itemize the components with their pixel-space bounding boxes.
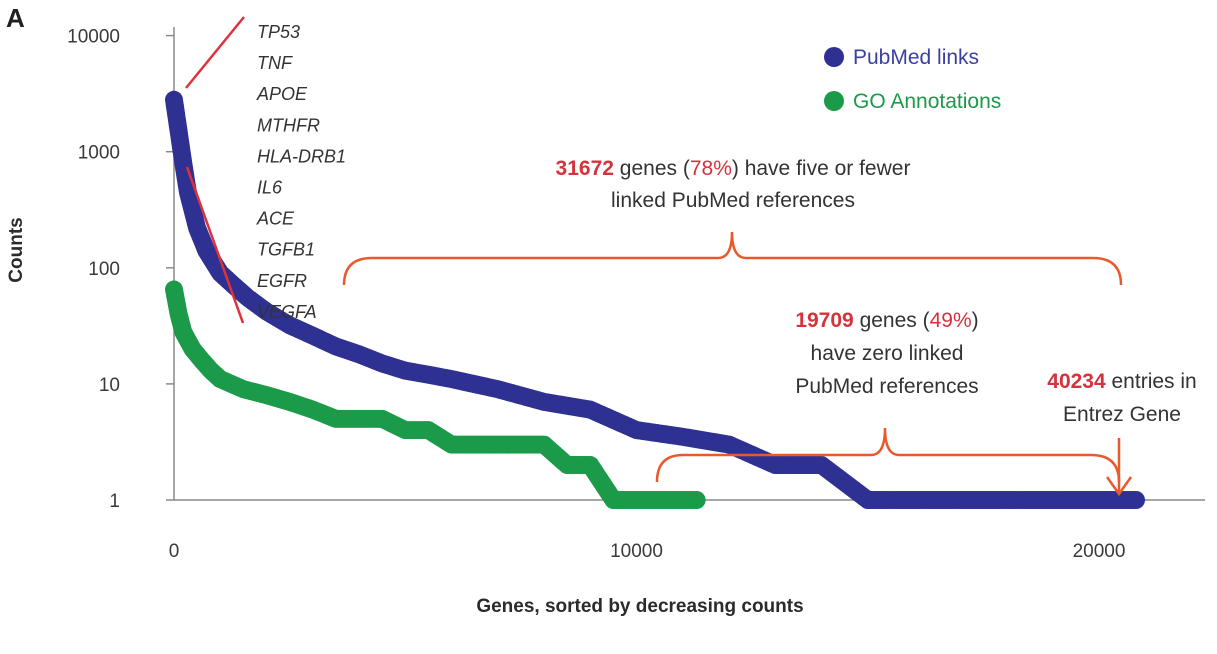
gene-label-egfr: EGFR xyxy=(257,271,307,291)
gene-callout xyxy=(185,16,245,324)
x-tick-label: 10000 xyxy=(610,541,663,562)
arrow-total xyxy=(1105,438,1133,497)
legend: PubMed links GO Annotations xyxy=(824,46,1001,113)
y-tick-label: 10 xyxy=(99,375,120,396)
y-tick-label: 100 xyxy=(88,259,120,280)
x-tick-labels: 010000200003000040000 xyxy=(169,541,1126,562)
annotation-zero-text-a: genes ( xyxy=(854,309,930,332)
annotation-five-or-fewer-text-b: ) have five or fewer xyxy=(732,157,911,180)
annotation-five-or-fewer-line1: 31672 genes (78%) have five or fewer xyxy=(556,157,911,180)
annotation-five-or-fewer-line2: linked PubMed references xyxy=(611,189,855,212)
gene-callout-line-top xyxy=(185,16,245,89)
gene-label-il6: IL6 xyxy=(257,178,283,198)
annotation-total-line2: Entrez Gene xyxy=(1063,403,1181,426)
annotation-total-line1: 40234 entries in xyxy=(1047,370,1196,393)
y-tick-label: 10000 xyxy=(67,27,120,48)
x-tick-label: 20000 xyxy=(1073,541,1126,562)
annotation-five-or-fewer-text-a: genes ( xyxy=(614,157,690,180)
brace-five-or-fewer xyxy=(342,231,1123,286)
gene-label-vegfa: VEGFA xyxy=(257,302,317,322)
annotation-zero-line3: PubMed references xyxy=(795,375,978,398)
annotation-zero-line1: 19709 genes (49%) xyxy=(795,309,978,332)
series-go-annotations xyxy=(165,280,706,509)
gene-label-tgfb1: TGFB1 xyxy=(257,240,315,260)
legend-label-go: GO Annotations xyxy=(853,90,1001,113)
panel-label: A xyxy=(6,3,25,33)
gene-label-hla-drb1: HLA-DRB1 xyxy=(257,146,346,166)
legend-label-pubmed: PubMed links xyxy=(853,46,979,69)
x-tick-label: 0 xyxy=(169,541,180,562)
gene-label-ace: ACE xyxy=(256,209,295,229)
y-tick-label: 1 xyxy=(109,491,120,512)
annotation-total-text-a: entries in xyxy=(1106,370,1197,393)
annotation-total-count: 40234 xyxy=(1047,370,1106,393)
annotation-zero-text-b: ) xyxy=(972,309,979,332)
annotation-five-or-fewer-pct: 78% xyxy=(690,157,732,180)
gene-label-tp53: TP53 xyxy=(257,22,300,42)
data-point xyxy=(1127,491,1145,509)
gene-label-tnf: TNF xyxy=(257,53,293,73)
annotation-five-or-fewer-count: 31672 xyxy=(556,157,614,180)
gene-callout-line-bottom xyxy=(185,166,245,324)
brace-zero xyxy=(655,427,1121,483)
gene-labels: TP53 TNF APOE MTHFR HLA-DRB1 IL6 ACE TGFB1 EGFR V… xyxy=(256,22,346,322)
y-tick-labels: 1 10 100 1000 10000 xyxy=(67,27,120,512)
gene-label-mthfr: MTHFR xyxy=(257,115,320,135)
annotation-zero-line2: have zero linked xyxy=(811,342,964,365)
legend-marker-pubmed xyxy=(824,47,844,67)
data-point xyxy=(687,491,706,509)
x-axis-title: Genes, sorted by decreasing counts xyxy=(476,596,803,617)
annotation-zero-pct: 49% xyxy=(930,309,972,332)
legend-marker-go xyxy=(824,91,844,111)
gene-label-apoe: APOE xyxy=(256,84,308,104)
annotation-zero-count: 19709 xyxy=(795,309,853,332)
y-tick-label: 1000 xyxy=(78,143,120,164)
y-axis-title: Counts xyxy=(6,217,27,282)
